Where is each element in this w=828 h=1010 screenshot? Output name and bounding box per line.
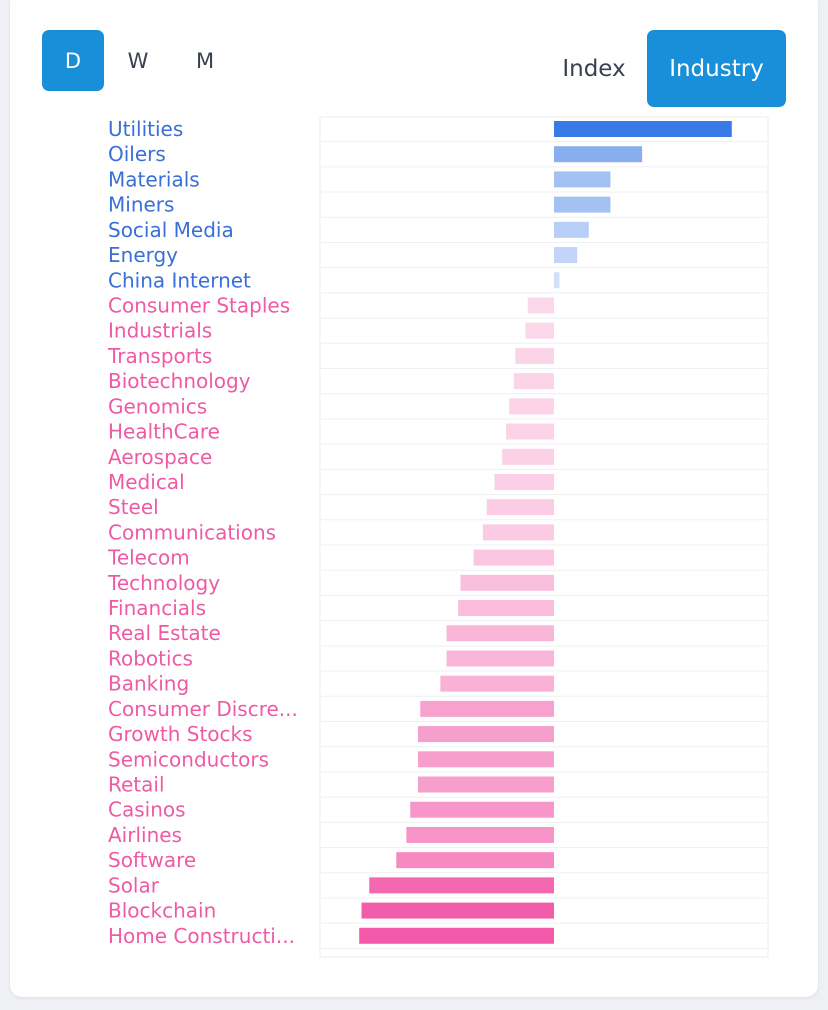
bar: [361, 902, 554, 919]
category-label: HealthCare: [108, 420, 220, 444]
bar: [527, 297, 554, 314]
category-label: Industrials: [108, 319, 212, 343]
category-label: Medical: [108, 470, 185, 494]
bar: [525, 322, 554, 339]
period-month-button[interactable]: M: [195, 48, 215, 73]
category-label: Real Estate: [108, 621, 221, 645]
industry-mode-button[interactable]: Industry: [647, 30, 786, 107]
bar: [369, 877, 554, 894]
category-label: Software: [108, 848, 196, 872]
category-label: Financials: [108, 596, 206, 620]
category-label: Steel: [108, 495, 159, 519]
bar: [554, 146, 643, 163]
category-label: Technology: [107, 571, 220, 595]
bar: [440, 675, 554, 692]
bar: [417, 726, 554, 743]
bar: [420, 700, 554, 717]
period-day-button[interactable]: D: [42, 30, 104, 91]
category-label: Genomics: [108, 394, 207, 418]
category-label: Materials: [108, 167, 200, 191]
category-label: Telecom: [107, 546, 190, 570]
category-label: Utilities: [108, 117, 183, 141]
category-label: Semiconductors: [108, 747, 269, 771]
bar: [513, 373, 554, 390]
category-label: China Internet: [108, 268, 251, 292]
period-week-button[interactable]: W: [127, 48, 149, 73]
category-label: Oilers: [108, 142, 166, 166]
category-label: Miners: [108, 193, 174, 217]
bar: [417, 751, 554, 768]
bar: [446, 650, 554, 667]
bar: [494, 473, 554, 490]
bar: [554, 272, 560, 289]
bar: [486, 499, 554, 516]
bar: [410, 801, 554, 818]
category-label: Energy: [108, 243, 178, 267]
category-label: Social Media: [108, 218, 234, 242]
index-mode-button[interactable]: Index: [562, 55, 626, 82]
bar: [509, 398, 554, 415]
bar: [554, 196, 611, 213]
category-label: Growth Stocks: [108, 722, 253, 746]
bar: [359, 927, 554, 944]
bar: [482, 524, 554, 541]
category-label: Home Constructi...: [108, 924, 295, 948]
bar: [473, 549, 554, 566]
bar: [417, 776, 554, 793]
category-label: Retail: [108, 773, 165, 797]
category-label: Consumer Discre...: [108, 697, 298, 721]
category-label: Biotechnology: [108, 369, 251, 393]
category-label: Transports: [107, 344, 212, 368]
plot-frame: [319, 116, 769, 958]
bar: [515, 347, 554, 364]
bar: [460, 574, 554, 591]
category-label: Blockchain: [108, 899, 216, 923]
category-label: Airlines: [108, 823, 182, 847]
bar: [458, 600, 554, 617]
bar: [406, 826, 554, 843]
category-label: Communications: [108, 520, 276, 544]
category-label: Aerospace: [108, 445, 212, 469]
category-label: Consumer Staples: [108, 293, 290, 317]
category-label: Robotics: [108, 646, 193, 670]
category-label: Banking: [108, 672, 189, 696]
bar: [446, 625, 554, 642]
bar: [554, 171, 611, 188]
bar: [396, 852, 554, 869]
bar: [554, 221, 589, 238]
bar: [554, 247, 578, 264]
category-label: Casinos: [108, 798, 186, 822]
category-label: Solar: [108, 873, 160, 897]
bar: [502, 448, 554, 465]
bar: [506, 423, 554, 440]
bar: [554, 121, 732, 137]
